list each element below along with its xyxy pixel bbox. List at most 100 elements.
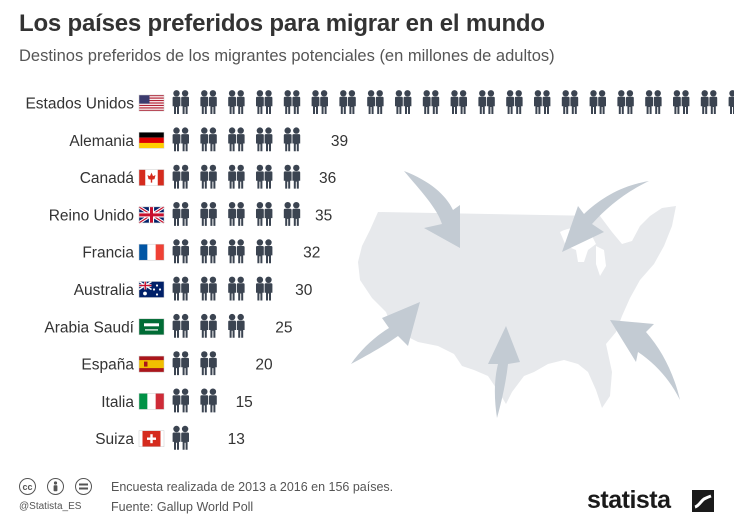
person-pair-icon [284, 202, 300, 226]
value-label: 20 [255, 357, 273, 374]
category-label: Italia [101, 394, 134, 411]
partial-person-icon [256, 314, 272, 338]
person-pair-icon [200, 314, 216, 338]
person-pair-icon [228, 165, 244, 189]
license-icons: cc [19, 478, 93, 498]
person-pair-icon [645, 90, 661, 114]
person-pair-icon [173, 165, 189, 189]
person-pair-icon [173, 426, 189, 450]
italy-flag-icon [138, 393, 165, 410]
person-pair-icon [506, 90, 522, 114]
person-pair-icon [200, 165, 216, 189]
pictogram-bar [173, 239, 301, 263]
person-pair-icon [256, 202, 272, 226]
spain-flag-icon [138, 355, 165, 373]
person-pair-icon [729, 90, 734, 114]
person-pair-icon [256, 127, 272, 151]
australia-flag-icon [138, 280, 165, 298]
arrow-northeast [562, 181, 649, 252]
person-pair-icon [284, 90, 300, 114]
pictogram-bar [173, 389, 245, 413]
pictogram-bar [173, 165, 328, 189]
person-pair-icon [423, 90, 439, 114]
person-pair-icon [673, 90, 689, 114]
person-pair-icon [367, 90, 383, 114]
saudi-arabia-flag-icon [138, 318, 165, 336]
statista-logo-icon [692, 490, 714, 512]
person-pair-icon [173, 127, 189, 151]
person-pair-icon [284, 165, 300, 189]
person-pair-icon [617, 90, 633, 114]
social-handle: @Statista_ES [19, 501, 82, 512]
category-label: Estados Unidos [25, 96, 134, 113]
france-flag-icon [138, 243, 165, 261]
partial-person-icon [228, 351, 244, 375]
category-label: Francia [82, 245, 134, 262]
person-pair-icon [200, 389, 216, 413]
person-pair-icon [256, 239, 272, 263]
person-pair-icon [200, 202, 216, 226]
category-label: España [81, 357, 134, 374]
switzerland-flag-icon [138, 430, 165, 447]
pictogram-bar [173, 351, 245, 375]
value-label: 13 [228, 431, 245, 448]
great-lakes-detail-2 [596, 246, 606, 276]
category-label: Suiza [95, 431, 134, 448]
value-label: 32 [303, 245, 320, 262]
person-pair-icon [173, 351, 189, 375]
no-derivatives-icon [75, 478, 92, 495]
category-label: Canadá [80, 170, 135, 187]
person-pair-icon [395, 90, 411, 114]
category-label: Australia [74, 282, 135, 299]
person-pair-icon [173, 202, 189, 226]
chart-title: Los países preferidos para migrar en el … [19, 10, 545, 37]
pictogram-bar [173, 277, 301, 301]
usa-map-shape [358, 206, 676, 408]
canada-flag-icon [138, 169, 165, 186]
pictogram-bar [173, 90, 734, 114]
person-pair-icon [339, 90, 355, 114]
arrow-west [351, 302, 420, 364]
us-flag-icon [138, 94, 165, 112]
category-label: Arabia Saudí [44, 319, 134, 336]
person-pair-icon [478, 90, 494, 114]
person-pair-icon [451, 90, 467, 114]
person-pair-icon [256, 90, 272, 114]
creative-commons-icon: cc [19, 478, 36, 495]
person-pair-icon [701, 90, 717, 114]
usa-map-illustration [351, 171, 680, 418]
chart-subtitle: Destinos preferidos de los migrantes pot… [19, 47, 555, 65]
partial-person-icon [312, 127, 328, 151]
person-pair-icon [228, 202, 244, 226]
pictogram-bar [173, 127, 328, 151]
person-pair-icon [200, 127, 216, 151]
person-pair-icon [228, 90, 244, 114]
person-pair-icon [312, 90, 328, 114]
person-pair-icon [534, 90, 550, 114]
uk-flag-icon [138, 205, 165, 225]
person-pair-icon [173, 277, 189, 301]
pictogram-bar [173, 202, 301, 226]
arrow-south-center [488, 326, 520, 418]
pictogram-bar [173, 426, 217, 450]
person-pair-icon [173, 314, 189, 338]
category-label: Alemania [69, 133, 134, 150]
person-pair-icon [200, 351, 216, 375]
category-label: Reino Unido [49, 207, 134, 224]
person-pair-icon [228, 127, 244, 151]
attribution-icon [47, 478, 64, 495]
person-pair-icon [200, 239, 216, 263]
value-label: 39 [331, 133, 348, 150]
value-label: 25 [275, 319, 292, 336]
person-pair-icon [590, 90, 606, 114]
survey-note: Encuesta realizada de 2013 a 2016 en 156… [111, 480, 394, 494]
person-pair-icon [284, 127, 300, 151]
person-pair-icon [256, 277, 272, 301]
person-pair-icon [200, 277, 216, 301]
pictogram-chart: Estados Unidos147Alemania39Canadá36Reino… [25, 0, 734, 470]
person-pair-icon [173, 90, 189, 114]
arrow-northwest [404, 171, 460, 248]
statista-logo-text: statista [587, 486, 671, 514]
value-label: 30 [295, 282, 313, 299]
value-label: 36 [319, 170, 336, 187]
